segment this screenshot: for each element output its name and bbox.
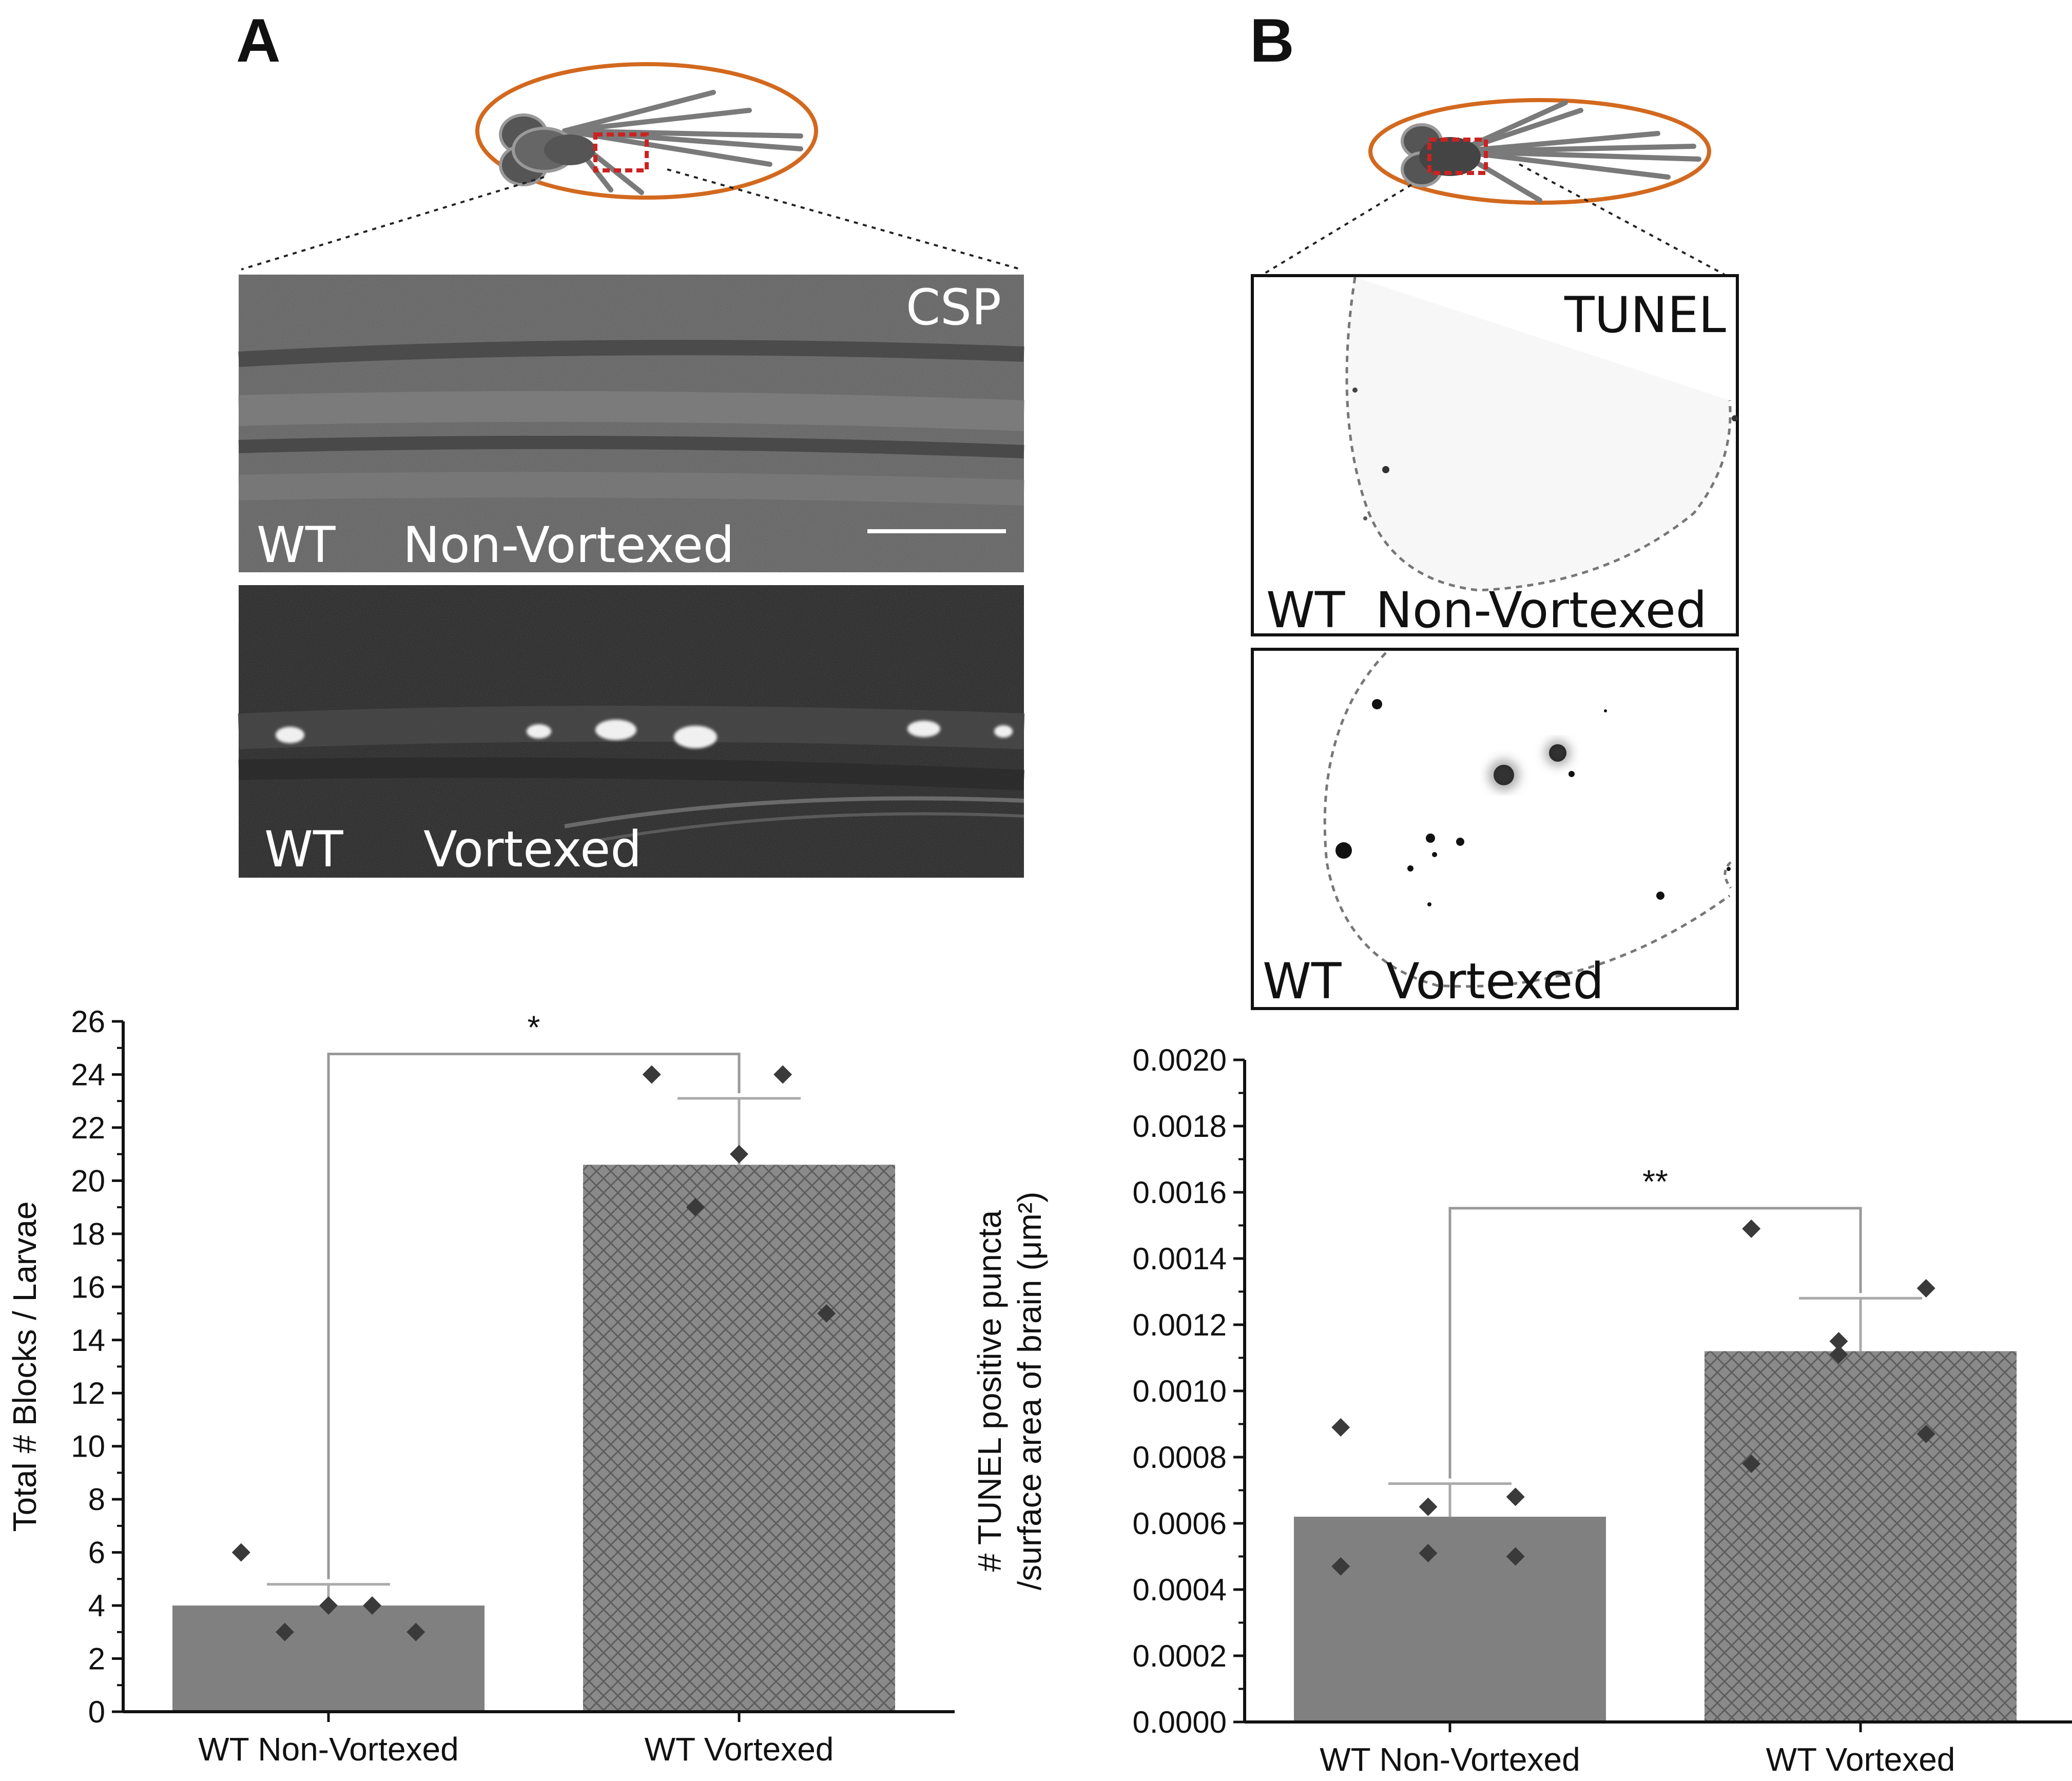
data-point [1742, 1454, 1761, 1473]
significance-bracket [327, 1052, 741, 1579]
y-tick-label: 4 [88, 1589, 105, 1623]
data-point [1742, 1219, 1761, 1238]
data-point [817, 1304, 836, 1323]
data-point [1419, 1497, 1438, 1516]
y-tick-label: 0.0008 [1132, 1440, 1227, 1475]
panel-a-top-condition: Non-Vortexed [403, 516, 734, 574]
y-tick-label: 14 [71, 1323, 105, 1358]
panel-a: A [6, 6, 1025, 1768]
panel-a-micrograph-non-vortexed: CSP WT Non-Vortexed [238, 275, 1025, 574]
panel-b-bottom-genotype: WT [1263, 953, 1342, 1010]
significance-marker: ** [1642, 1163, 1668, 1200]
data-point [319, 1596, 338, 1615]
x-category-label: WT Non-Vortexed [1320, 1741, 1580, 1778]
panel-a-roi-box [593, 132, 649, 172]
data-point [1829, 1332, 1848, 1351]
data-point [730, 1145, 748, 1164]
panel-b-micrograph-non-vortexed: TUNEL WT Non-Vortexed [1251, 274, 1739, 639]
bar-vortexed [583, 1165, 895, 1712]
panel-b-larva-schematic [1262, 98, 1725, 276]
data-point [406, 1622, 425, 1641]
y-tick-label: 0.0010 [1132, 1374, 1227, 1408]
y-axis-label-line: /surface area of brain (μm²) [1011, 1192, 1048, 1591]
data-point [1506, 1487, 1525, 1506]
panel-a-bottom-genotype: WT [264, 821, 343, 878]
y-tick-label: 8 [88, 1482, 105, 1517]
data-point [275, 1622, 294, 1641]
data-point [1829, 1345, 1848, 1364]
panel-a-top-genotype: WT [257, 516, 336, 574]
panel-b-bottom-condition: Vortexed [1386, 953, 1604, 1010]
panel-b: B [971, 6, 2072, 1778]
y-tick-label: 6 [88, 1536, 105, 1570]
y-tick-label: 10 [71, 1429, 105, 1464]
y-tick-label: 0.0002 [1132, 1639, 1227, 1673]
y-tick-label: 12 [71, 1376, 105, 1410]
y-tick-label: 0.0020 [1132, 1043, 1227, 1077]
y-axis-label-line: # TUNEL positive puncta [971, 1210, 1008, 1572]
panel-b-micrograph-vortexed: WT Vortexed [1251, 648, 1739, 1010]
panel-a-letter: A [236, 6, 281, 75]
y-tick-label: 0.0000 [1132, 1705, 1227, 1739]
bar-non-vortexed [1294, 1517, 1606, 1722]
x-category-label: WT Vortexed [1766, 1741, 1955, 1778]
bar-vortexed [1705, 1351, 2017, 1722]
y-axis-label: Total # Blocks / Larvae [6, 1202, 43, 1532]
panel-a-larva-schematic [241, 62, 1022, 270]
data-point [1506, 1547, 1525, 1566]
data-point [363, 1596, 382, 1615]
y-tick-label: 26 [71, 1004, 105, 1039]
y-tick-label: 0.0006 [1132, 1506, 1227, 1541]
y-tick-label: 0 [88, 1695, 105, 1729]
data-point [231, 1543, 250, 1562]
panel-a-bottom-condition: Vortexed [423, 821, 642, 878]
data-point [1419, 1544, 1438, 1563]
data-point [686, 1198, 705, 1217]
y-tick-label: 0.0012 [1132, 1308, 1227, 1342]
significance-bracket [1448, 1207, 1862, 1479]
data-point [773, 1065, 792, 1084]
significance-marker: * [528, 1009, 540, 1046]
data-point [1331, 1557, 1350, 1576]
panel-a-stain-label: CSP [906, 279, 1001, 336]
chart-b: ** 0.0000 0.0002 0.0004 0.0006 0.0008 0.0010 0.… [971, 1043, 2072, 1778]
panel-a-micrograph-vortexed: WT Vortexed [238, 585, 1025, 878]
panel-b-roi-box [1427, 138, 1488, 175]
data-point [1916, 1279, 1935, 1298]
y-tick-label: 22 [71, 1111, 105, 1145]
y-tick-label: 0.0004 [1132, 1573, 1227, 1607]
y-tick-label: 24 [71, 1057, 105, 1092]
x-category-label: WT Vortexed [645, 1731, 834, 1768]
y-tick-label: 20 [71, 1164, 105, 1198]
y-tick-label: 0.0014 [1132, 1242, 1227, 1276]
data-point [1916, 1424, 1935, 1443]
data-point [642, 1065, 661, 1084]
y-tick-label: 0.0018 [1132, 1109, 1227, 1144]
y-tick-label: 2 [88, 1642, 105, 1676]
data-point [1331, 1418, 1350, 1437]
panel-b-top-condition: Non-Vortexed [1376, 582, 1707, 639]
panel-b-stain-label: TUNEL [1564, 286, 1726, 344]
y-tick-label: 18 [71, 1217, 105, 1251]
x-category-label: WT Non-Vortexed [198, 1731, 458, 1768]
y-tick-label: 16 [71, 1270, 105, 1304]
y-tick-label: 0.0016 [1132, 1175, 1227, 1210]
panel-b-letter: B [1250, 6, 1294, 75]
bar-non-vortexed [172, 1605, 485, 1712]
panel-b-top-genotype: WT [1266, 582, 1345, 639]
